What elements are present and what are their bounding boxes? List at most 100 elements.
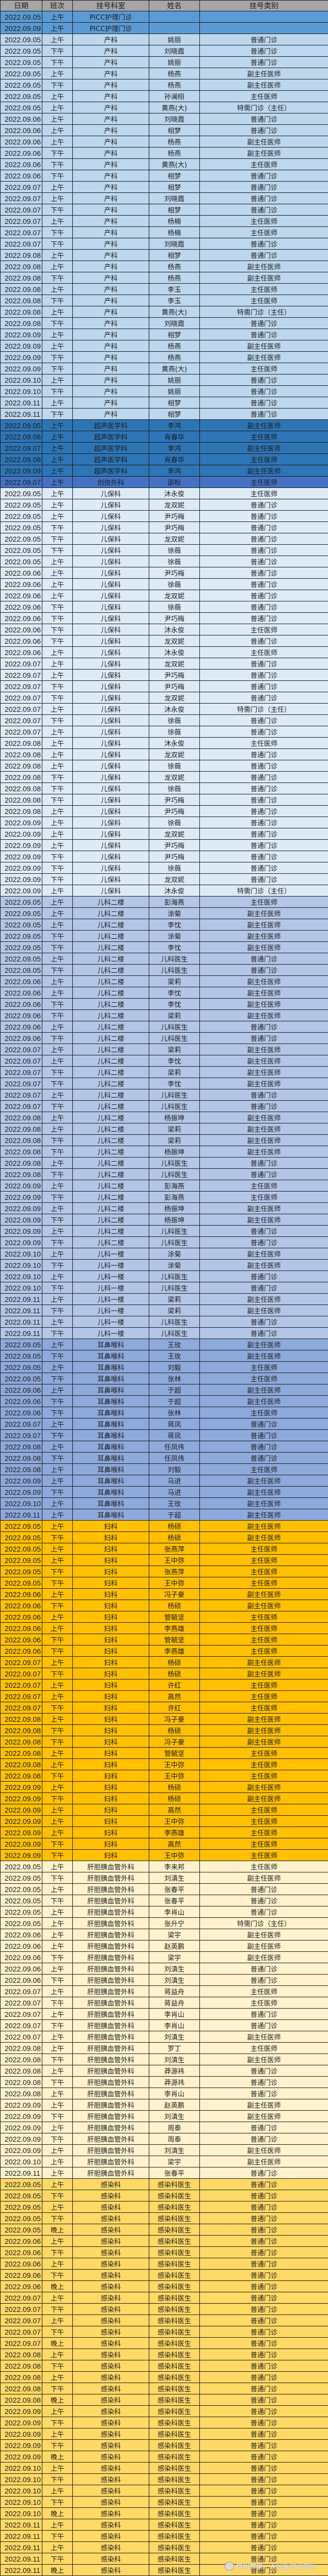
cell-date: 2022.09.07: [1, 681, 42, 692]
cell-doctor-name: 感染科医生: [149, 2394, 200, 2406]
cell-doctor-name: 姚丽: [149, 34, 200, 45]
cell-department: 产科: [73, 34, 149, 45]
cell-date: 2022.09.08: [1, 1135, 42, 1146]
cell-date: 2022.09.09: [1, 874, 42, 885]
cell-doctor-name: 梁莉: [149, 1044, 200, 1055]
cell-department: 产科: [73, 204, 149, 216]
cell-shift: 上午: [42, 1861, 73, 1872]
cell-department: 儿科二楼: [73, 1089, 149, 1101]
cell-date: 2022.09.11: [1, 1509, 42, 1521]
cell-doctor-name: 马进: [149, 1487, 200, 1498]
cell-department: 超声医学科: [73, 420, 149, 431]
cell-department: 耳鼻喉科: [73, 1475, 149, 1487]
cell-shift: 上午: [42, 579, 73, 590]
cell-registration-type: 普通门诊: [200, 2440, 328, 2451]
cell-department: 感染科: [73, 2428, 149, 2440]
cell-department: 妇科: [73, 1714, 149, 1725]
cell-department: 耳鼻喉科: [73, 1464, 149, 1475]
cell-date: 2022.09.07: [1, 193, 42, 204]
cell-date: 2022.09.07: [1, 227, 42, 238]
cell-doctor-name: 儿科医生: [149, 1021, 200, 1033]
cell-registration-type: 普通门诊: [200, 840, 328, 851]
cell-date: 2022.09.07: [1, 1078, 42, 1089]
cell-department: 儿科二楼: [73, 999, 149, 1010]
cell-shift: 上午: [42, 840, 73, 851]
cell-date: 2022.09.08: [1, 2054, 42, 2065]
cell-doctor-name: 王中弥: [149, 1816, 200, 1827]
cell-shift: 下午: [42, 1736, 73, 1748]
cell-department: 妇科: [73, 1600, 149, 1611]
cell-registration-type: 普通门诊: [200, 749, 328, 760]
cell-doctor-name: 姚丽: [149, 386, 200, 397]
cell-doctor-name: 黄燕(大): [149, 159, 200, 170]
cell-department: 感染科: [73, 2531, 149, 2542]
cell-department: 儿科二楼: [73, 1010, 149, 1021]
cell-department: 儿科一楼: [73, 1328, 149, 1339]
cell-date: 2022.09.07: [1, 1680, 42, 1691]
cell-date: 2022.09.05: [1, 931, 42, 942]
cell-shift: 下午: [42, 1282, 73, 1294]
cell-shift: 晚上: [42, 2451, 73, 2463]
cell-date: 2022.09.07: [1, 238, 42, 250]
cell-shift: 下午: [42, 352, 73, 363]
cell-doctor-name: 张燕萍: [149, 1543, 200, 1555]
cell-doctor-name: 刘毅: [149, 1362, 200, 1373]
cell-doctor-name: 徐薇: [149, 862, 200, 874]
cell-doctor-name: 刘滇生: [149, 1963, 200, 1975]
cell-department: 产科: [73, 182, 149, 193]
cell-registration-type: 副主任医师: [200, 79, 328, 91]
cell-department: 耳鼻喉科: [73, 1487, 149, 1498]
cell-shift: 上午: [42, 1294, 73, 1305]
cell-registration-type: 普通门诊: [200, 1441, 328, 1453]
cell-doctor-name: 王中弥: [149, 1555, 200, 1566]
cell-registration-type: 副主任医师: [200, 1044, 328, 1055]
cell-doctor-name: 沐永俊: [149, 704, 200, 715]
cell-doctor-name: 涂菊: [149, 1248, 200, 1260]
cell-registration-type: 普通门诊: [200, 2258, 328, 2270]
cell-department: 感染科: [73, 2565, 149, 2576]
cell-department: 肝胆胰血管外科: [73, 1952, 149, 1963]
cell-shift: 上午: [42, 1816, 73, 1827]
cell-shift: 上午: [42, 431, 73, 443]
cell-shift: 上午: [42, 11, 73, 23]
cell-shift: 上午: [42, 397, 73, 409]
cell-registration-type: 普通门诊: [200, 1271, 328, 1282]
cell-department: 感染科: [73, 2474, 149, 2485]
cell-date: 2022.09.06: [1, 579, 42, 590]
cell-date: 2022.09.07: [1, 1044, 42, 1055]
cell-date: 2022.09.05: [1, 1577, 42, 1589]
cell-shift: 下午: [42, 1532, 73, 1543]
cell-doctor-name: 李忱: [149, 999, 200, 1010]
cell-doctor-name: 感染科医生: [149, 2474, 200, 2485]
cell-department: 儿科二楼: [73, 1112, 149, 1123]
cell-doctor-name: 徐薇: [149, 726, 200, 738]
cell-date: 2022.09.08: [1, 261, 42, 272]
cell-registration-type: 副主任医师: [200, 1294, 328, 1305]
cell-department: 肝胆胰血管外科: [73, 1997, 149, 2009]
cell-department: 感染科: [73, 2281, 149, 2292]
cell-department: 儿保科: [73, 545, 149, 556]
cell-shift: 上午: [42, 1419, 73, 1430]
cell-doctor-name: 李忱: [149, 942, 200, 953]
cell-date: 2022.09.08: [1, 783, 42, 794]
cell-doctor-name: 感染科医生: [149, 2292, 200, 2304]
cell-doctor-name: 感染科医生: [149, 2349, 200, 2360]
cell-shift: 下午: [42, 1350, 73, 1362]
cell-shift: 上午: [42, 1271, 73, 1282]
cell-doctor-name: 感染科医生: [149, 2485, 200, 2497]
cell-doctor-name: 尹巧梅: [149, 522, 200, 533]
cell-registration-type: [200, 23, 328, 34]
cell-registration-type: 普通门诊: [200, 2463, 328, 2474]
cell-department: 妇科: [73, 1725, 149, 1736]
